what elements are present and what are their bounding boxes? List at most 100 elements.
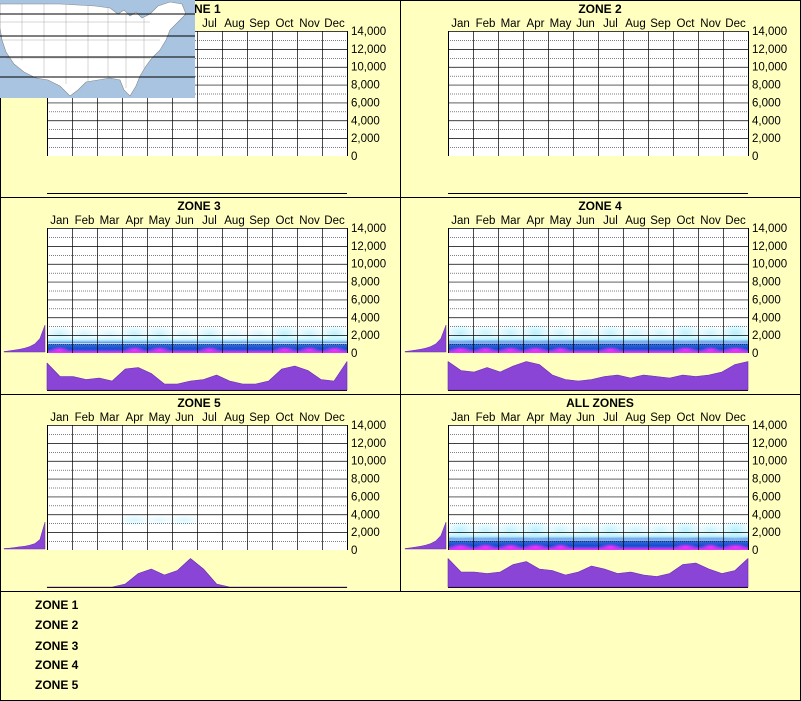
y-tick-label: 10,000: [752, 259, 787, 271]
monthly-profile: [46, 558, 348, 588]
month-label: Jun: [576, 412, 595, 424]
density-glow: [67, 327, 102, 341]
density-glow: [593, 521, 628, 539]
density-glow: [493, 324, 528, 342]
month-label: Nov: [700, 215, 721, 227]
month-label: Jul: [603, 18, 618, 30]
y-tick-label: 12,000: [752, 44, 787, 56]
month-label: Mar: [100, 215, 120, 227]
month-label: Sep: [249, 412, 269, 424]
month-label: Dec: [324, 18, 345, 30]
y-tick-label: 6,000: [351, 294, 380, 306]
month-label: Sep: [650, 215, 670, 227]
density-glow: [543, 325, 578, 341]
legend-zone-3: ZONE 3: [35, 639, 79, 653]
month-label: Jun: [175, 412, 194, 424]
month-label: Mar: [501, 215, 521, 227]
y-tick-label: 14,000: [752, 223, 787, 235]
density-glow: [142, 515, 177, 526]
month-label: Nov: [299, 412, 320, 424]
density-glow: [42, 325, 77, 342]
density-hotspot: [700, 543, 721, 551]
monthly-profile: [46, 361, 348, 391]
month-label: Mar: [501, 412, 521, 424]
density-hotspot: [475, 543, 496, 551]
density-layer: [443, 322, 753, 354]
month-label: Dec: [725, 215, 746, 227]
month-label: Oct: [276, 18, 295, 30]
month-label: Apr: [126, 412, 144, 424]
y-tick-label: 6,000: [752, 491, 781, 503]
y-tick-label: 8,000: [351, 80, 380, 92]
density-layer: [42, 324, 352, 354]
month-label: Nov: [700, 412, 721, 424]
density-glow: [167, 514, 202, 526]
y-tick-label: 2,000: [351, 330, 380, 342]
y-tick-label: 10,000: [752, 62, 787, 74]
density-hotspot: [550, 346, 571, 354]
y-tick-label: 2,000: [351, 527, 380, 539]
y-tick-label: 12,000: [752, 438, 787, 450]
grid-lines: [448, 425, 748, 550]
y-tick-label: 0: [752, 151, 758, 163]
density-hotspot: [49, 346, 70, 354]
density-hotspot: [475, 346, 496, 354]
month-label: Sep: [249, 18, 269, 30]
density-glow: [593, 324, 628, 342]
legend-zone-4: ZONE 4: [35, 658, 79, 672]
y-tick-label: 4,000: [351, 115, 380, 127]
density-glow: [468, 325, 503, 341]
plot-area: [47, 425, 347, 550]
month-label: Apr: [527, 412, 545, 424]
density-hotspot: [722, 346, 749, 354]
panel-title: ALL ZONES: [566, 396, 634, 410]
density-hotspot: [673, 543, 698, 551]
y-tick-label: 2,000: [351, 133, 380, 145]
month-label: Aug: [625, 412, 645, 424]
grid-lines: [47, 425, 347, 550]
density-glow: [92, 327, 127, 341]
density-glow: [568, 325, 603, 341]
month-label: Oct: [677, 18, 696, 30]
month-label: Sep: [249, 215, 269, 227]
month-label: May: [550, 412, 572, 424]
month-label: Jan: [451, 215, 470, 227]
month-label: Jan: [50, 412, 69, 424]
density-glow: [242, 327, 277, 341]
density-glow: [518, 520, 553, 540]
zone-legend: ZONE 1 ZONE 2 ZONE 3 ZONE 4 ZONE 5: [0, 591, 801, 701]
month-label: Aug: [625, 215, 645, 227]
month-label: Apr: [527, 18, 545, 30]
density-hotspot: [522, 543, 549, 551]
density-glow: [468, 522, 503, 538]
density-hotspot: [673, 346, 698, 354]
panel-title: ZONE 4: [578, 199, 622, 213]
y-tick-label: 8,000: [351, 277, 380, 289]
density-glow: [693, 325, 728, 341]
elevation-profile: [3, 521, 46, 550]
y-tick-label: 4,000: [351, 312, 380, 324]
legend-zone-5: ZONE 5: [35, 678, 79, 692]
y-tick-label: 2,000: [752, 527, 781, 539]
month-label: Jul: [202, 412, 217, 424]
density-hotspot: [123, 346, 146, 354]
density-hotspot: [448, 543, 473, 551]
density-hotspot: [700, 346, 721, 354]
density-glow: [167, 327, 202, 341]
density-hotspot: [499, 543, 522, 551]
month-label: Apr: [126, 215, 144, 227]
month-label: Jul: [603, 412, 618, 424]
y-tick-label: 6,000: [752, 294, 781, 306]
zone-panel: ZONE 3 Jan Feb Mar Apr May Jun Jul Aug Sep Oct Nov D…: [3, 199, 386, 391]
y-tick-label: 14,000: [351, 26, 386, 38]
density-glow: [142, 325, 177, 343]
y-tick-label: 6,000: [351, 491, 380, 503]
month-label: Jul: [603, 215, 618, 227]
grid-lines: [448, 31, 748, 156]
zone-panel: ZONE 4 Jan Feb Mar Apr May Jun Jul Aug Sep Oct Nov D…: [404, 199, 787, 391]
density-hotspot: [299, 346, 320, 354]
y-tick-label: 10,000: [351, 62, 386, 74]
month-label: Sep: [650, 18, 670, 30]
density-glow: [192, 325, 227, 342]
month-label: Feb: [476, 215, 496, 227]
